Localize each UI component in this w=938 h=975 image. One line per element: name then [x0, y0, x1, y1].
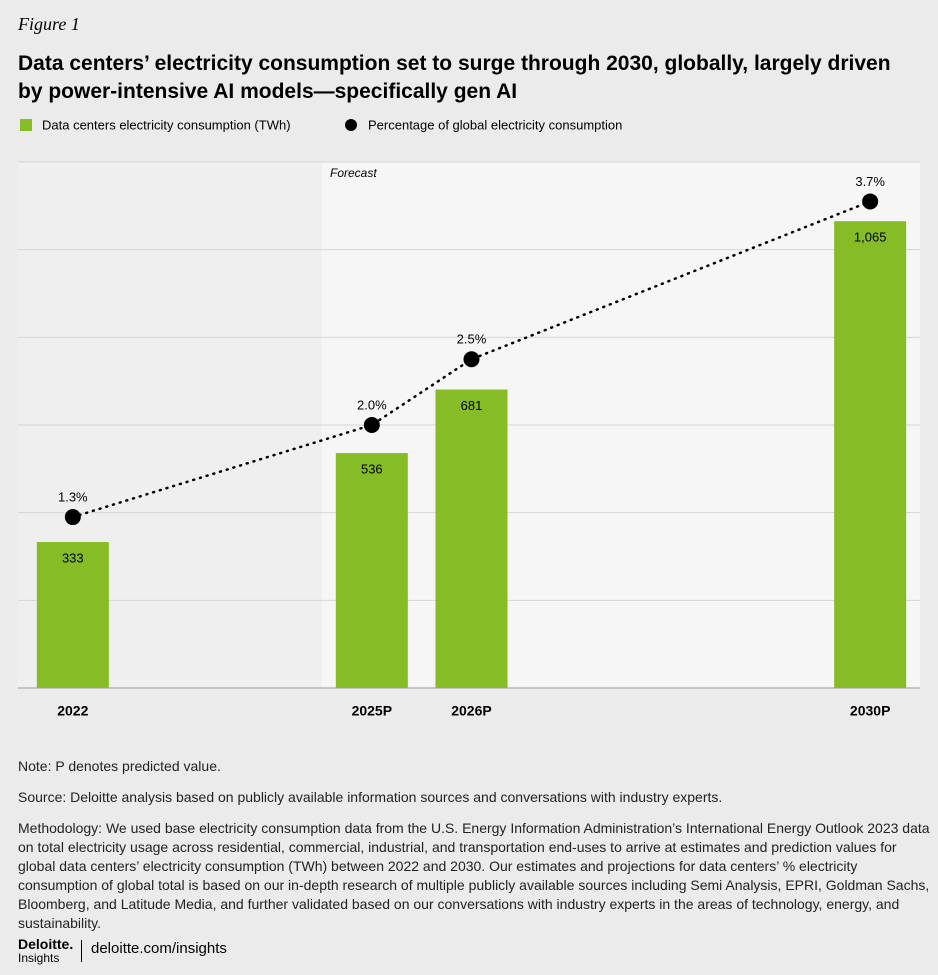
logo-sub: Insights [18, 951, 60, 965]
separator [81, 940, 82, 962]
dot [862, 193, 879, 210]
legend-label: Data centers electricity consumption (TW… [42, 117, 291, 132]
source: Source: Deloitte analysis based on publi… [18, 789, 723, 805]
legend-swatch [345, 119, 357, 131]
bar-value-label: 681 [461, 398, 483, 413]
bar [36, 542, 109, 688]
dot [64, 509, 81, 526]
figure-label: Figure 1 [18, 14, 80, 34]
bar-value-label: 1,065 [854, 230, 887, 245]
footer-url: deloitte.com/insights [91, 940, 227, 957]
bar-value-label: 333 [62, 550, 84, 565]
dot-value-label: 2.5% [457, 332, 487, 347]
legend-label: Percentage of global electricity consump… [368, 117, 622, 132]
dot-value-label: 3.7% [855, 174, 885, 189]
bar [335, 453, 408, 688]
logo: Deloitte. [18, 936, 74, 952]
forecast-label: Forecast [330, 166, 377, 180]
dot [363, 417, 380, 433]
x-tick-label: 2022 [57, 703, 88, 719]
methodology: Methodology: We used base electricity co… [18, 820, 930, 931]
legend-swatch [20, 119, 32, 131]
x-tick-label: 2026P [451, 703, 491, 719]
dot [463, 351, 480, 368]
bar [435, 389, 508, 688]
dot-value-label: 1.3% [58, 489, 88, 504]
note: Note: P denotes predicted value. [18, 758, 221, 774]
chart-title: Data centers’ electricity consumption se… [18, 52, 891, 103]
trend-line [71, 200, 872, 519]
dot-value-label: 2.0% [357, 397, 387, 412]
x-tick-label: 2025P [352, 703, 392, 719]
chart: Forecast Data centers electricity consump… [18, 117, 920, 719]
bar-value-label: 536 [361, 461, 383, 476]
bar [834, 221, 907, 689]
x-tick-label: 2030P [850, 703, 890, 719]
